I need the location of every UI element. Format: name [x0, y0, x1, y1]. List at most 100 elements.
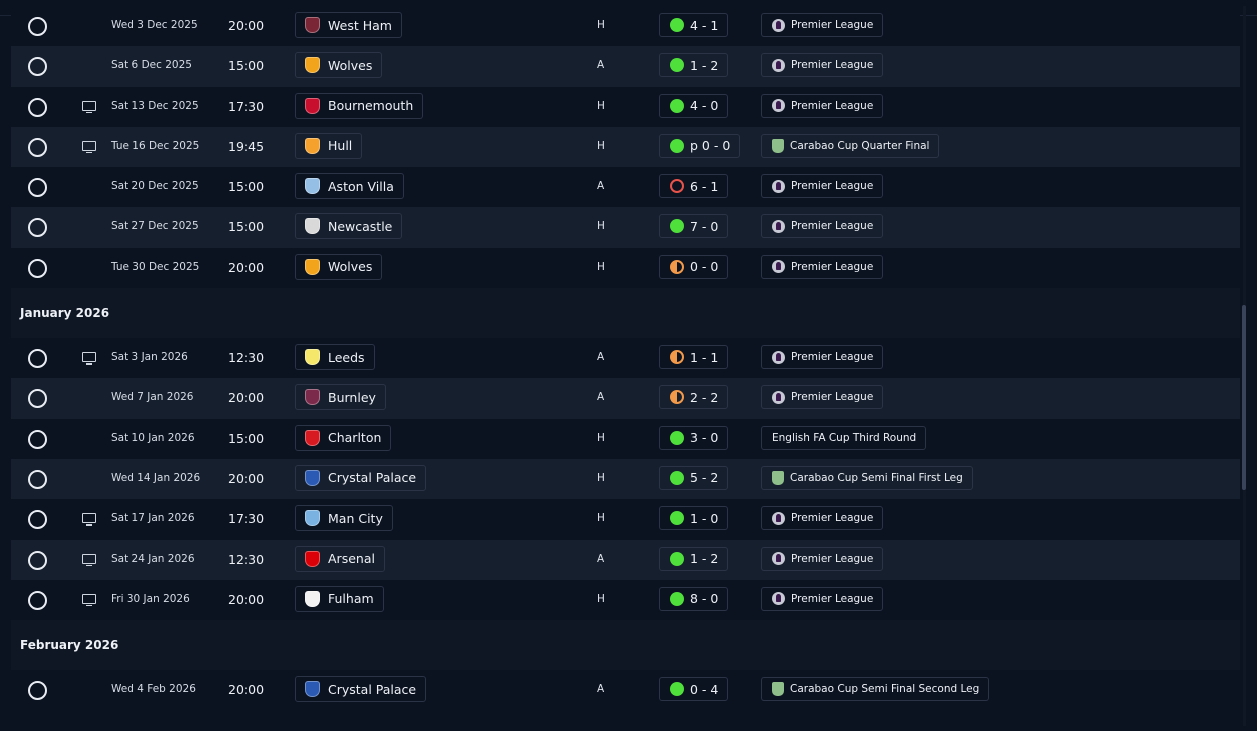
- opponent-button[interactable]: Arsenal: [295, 545, 385, 572]
- match-status-circle-icon[interactable]: [28, 57, 47, 77]
- competition-button[interactable]: Premier League: [761, 13, 884, 37]
- carabao-cup-icon: [772, 682, 784, 697]
- match-status-circle-icon[interactable]: [28, 178, 47, 198]
- result-button[interactable]: p 0 - 0: [659, 133, 741, 158]
- opponent-button[interactable]: Fulham: [295, 585, 384, 612]
- competition-button[interactable]: English FA Cup Third Round: [761, 425, 927, 450]
- opponent-name: Burnley: [328, 389, 376, 405]
- fixture-row[interactable]: Sat 17 Jan 2026 17:30 Man City H 1 - 0 Premie…: [11, 499, 1240, 540]
- score: 4 - 0: [690, 98, 719, 114]
- premier-league-icon: [772, 552, 785, 566]
- kickoff-time: 20:00: [228, 682, 265, 698]
- match-status-circle-icon[interactable]: [28, 590, 47, 610]
- fixture-row[interactable]: Sat 13 Dec 2025 17:30 Bournemouth H 4 - 0 Pre…: [11, 86, 1240, 127]
- result-button[interactable]: 2 - 2: [659, 385, 729, 410]
- match-status-circle-icon[interactable]: [28, 681, 47, 701]
- competition-button[interactable]: Premier League: [761, 546, 884, 571]
- opponent-button[interactable]: West Ham: [295, 12, 402, 38]
- club-crest-icon: [305, 178, 320, 195]
- opponent-button[interactable]: Wolves: [295, 253, 383, 280]
- win-result-icon: [670, 470, 684, 485]
- opponent-button[interactable]: Aston Villa: [295, 173, 404, 200]
- opponent-button[interactable]: Burnley: [295, 384, 386, 411]
- match-status-circle-icon[interactable]: [28, 258, 47, 278]
- win-result-icon: [670, 138, 684, 153]
- match-status-circle-icon[interactable]: [28, 510, 47, 530]
- competition-button[interactable]: Carabao Cup Semi Final First Leg: [761, 465, 973, 490]
- opponent-button[interactable]: Newcastle: [295, 213, 403, 240]
- result-button[interactable]: 0 - 4: [659, 677, 729, 702]
- score: 1 - 1: [690, 349, 719, 365]
- match-status-circle-icon[interactable]: [28, 389, 47, 409]
- result-button[interactable]: 8 - 0: [659, 586, 729, 611]
- competition-button[interactable]: Premier League: [761, 174, 884, 199]
- match-status-circle-icon[interactable]: [28, 349, 47, 369]
- result-button[interactable]: 3 - 0: [659, 425, 729, 450]
- fixture-row[interactable]: Wed 7 Jan 2026 20:00 Burnley A 2 - 2 Premier …: [11, 378, 1240, 419]
- competition-button[interactable]: Premier League: [761, 93, 884, 118]
- opponent-button[interactable]: Leeds: [295, 344, 375, 371]
- fixture-row[interactable]: Sat 6 Dec 2025 15:00 Wolves A 1 - 2 Premier L…: [11, 46, 1240, 87]
- club-crest-icon: [305, 550, 320, 567]
- fixture-row[interactable]: Fri 30 Jan 2026 20:00 Fulham H 8 - 0 Premier …: [11, 579, 1240, 621]
- month-header: February 2026: [11, 620, 1240, 671]
- result-button[interactable]: 1 - 0: [659, 506, 729, 531]
- result-button[interactable]: 0 - 0: [659, 254, 729, 279]
- match-date: Fri 30 Jan 2026: [111, 592, 190, 605]
- venue: H: [597, 260, 605, 273]
- kickoff-time: 12:30: [228, 551, 265, 567]
- result-button[interactable]: 1 - 2: [659, 53, 729, 78]
- result-button[interactable]: 1 - 2: [659, 546, 729, 571]
- fixture-row[interactable]: Wed 14 Jan 2026 20:00 Crystal Palace H 5 - 2…: [11, 458, 1240, 500]
- fixture-row[interactable]: Tue 30 Dec 2025 20:00 Wolves H 0 - 0 Premier …: [11, 247, 1240, 289]
- result-button[interactable]: 6 - 1: [659, 174, 729, 199]
- match-status-circle-icon[interactable]: [28, 97, 47, 117]
- opponent-button[interactable]: Hull: [295, 132, 363, 159]
- match-status-circle-icon[interactable]: [28, 550, 47, 570]
- score: 6 - 1: [690, 178, 719, 194]
- result-button[interactable]: 4 - 1: [659, 13, 729, 37]
- premier-league-icon: [772, 179, 785, 193]
- match-date: Sat 27 Dec 2025: [111, 220, 199, 233]
- match-status-circle-icon[interactable]: [28, 218, 47, 238]
- match-status-circle-icon[interactable]: [28, 429, 47, 449]
- opponent-button[interactable]: Man City: [295, 505, 393, 532]
- match-status-circle-icon[interactable]: [28, 469, 47, 489]
- opponent-name: Hull: [328, 138, 353, 154]
- fixture-row[interactable]: Sat 20 Dec 2025 15:00 Aston Villa A 6 - 1 Pre…: [11, 167, 1240, 208]
- competition-button[interactable]: Premier League: [761, 214, 884, 239]
- fixture-row[interactable]: Sat 10 Jan 2026 15:00 Charlton H 3 - 0 Englis…: [11, 418, 1240, 459]
- fixture-row[interactable]: Wed 4 Feb 2026 20:00 Crystal Palace A 0 - 4 C…: [11, 670, 1240, 711]
- opponent-button[interactable]: Charlton: [295, 424, 392, 451]
- competition-name: Carabao Cup Semi Final First Leg: [790, 471, 963, 484]
- competition-button[interactable]: Carabao Cup Semi Final Second Leg: [761, 677, 990, 702]
- competition-button[interactable]: Premier League: [761, 506, 884, 531]
- result-button[interactable]: 5 - 2: [659, 465, 729, 490]
- result-button[interactable]: 4 - 0: [659, 93, 729, 118]
- opponent-button[interactable]: Crystal Palace: [295, 464, 427, 491]
- result-button[interactable]: 7 - 0: [659, 214, 729, 239]
- match-status-circle-icon[interactable]: [28, 137, 47, 157]
- match-date: Tue 30 Dec 2025: [111, 260, 200, 273]
- month-label: February 2026: [20, 638, 119, 653]
- competition-button[interactable]: Premier League: [761, 345, 884, 370]
- match-status-circle-icon[interactable]: [28, 17, 47, 36]
- opponent-button[interactable]: Wolves: [295, 52, 383, 79]
- competition-button[interactable]: Premier League: [761, 53, 884, 78]
- competition-button[interactable]: Premier League: [761, 254, 884, 279]
- opponent-button[interactable]: Crystal Palace: [295, 676, 427, 703]
- competition-button[interactable]: Premier League: [761, 586, 884, 611]
- result-button[interactable]: 1 - 1: [659, 345, 729, 370]
- competition-button[interactable]: Premier League: [761, 385, 884, 410]
- score: 0 - 4: [690, 681, 719, 697]
- competition-button[interactable]: Carabao Cup Quarter Final: [761, 133, 940, 158]
- opponent-button[interactable]: Bournemouth: [295, 92, 424, 119]
- scrollbar-thumb[interactable]: [1242, 305, 1246, 490]
- win-result-icon: [670, 551, 684, 566]
- fixture-row[interactable]: Sat 24 Jan 2026 12:30 Arsenal A 1 - 2 Premier…: [11, 539, 1240, 580]
- fixture-row[interactable]: Wed 3 Dec 2025 20:00 West Ham H 4 - 1 Premier…: [11, 6, 1240, 47]
- fixture-row[interactable]: Sat 27 Dec 2025 15:00 Newcastle H 7 - 0 Premi…: [11, 207, 1240, 248]
- match-date: Wed 4 Feb 2026: [111, 683, 196, 696]
- fixture-row[interactable]: Sat 3 Jan 2026 12:30 Leeds A 1 - 1 Premier Le…: [11, 338, 1240, 379]
